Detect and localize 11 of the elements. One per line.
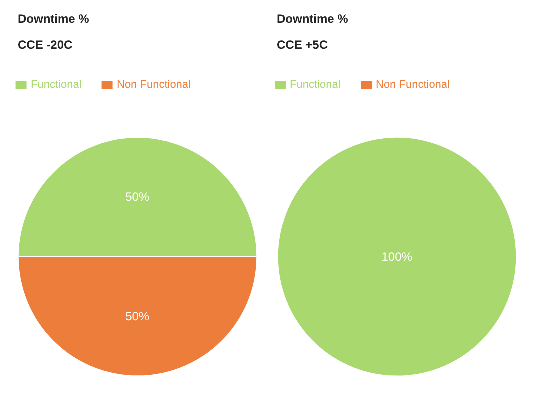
chart-subtitle: CCE -20C <box>18 38 74 52</box>
legend-label: Functional <box>31 79 82 91</box>
data-label: 50% <box>126 190 150 204</box>
legend-label: Non Functional <box>117 79 191 91</box>
chart-title: Downtime % <box>277 12 349 26</box>
chart-subtitle: CCE +5C <box>277 38 328 52</box>
legend-label: Functional <box>290 79 341 91</box>
data-label: 50% <box>126 310 150 324</box>
chart-title: Downtime % <box>18 12 90 26</box>
legend-label: Non Functional <box>376 79 450 91</box>
data-label: 100% <box>382 250 413 264</box>
